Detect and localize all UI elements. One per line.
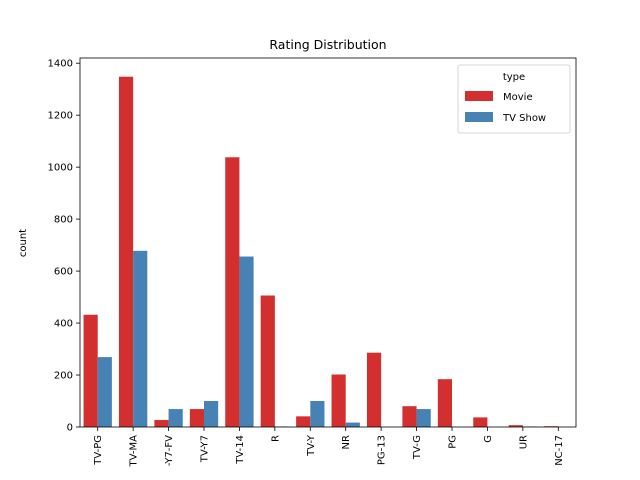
y-tick-label: 1000 (48, 163, 73, 174)
bar-movie-tv-g (402, 406, 417, 427)
bar-tv-show-tv-14 (239, 256, 254, 427)
y-axis-ticks: 0 200 400 600 800 1000 1200 1400 (48, 59, 80, 434)
bar-tv-show-tv-y (310, 401, 325, 427)
bar-movie-nr (331, 374, 346, 427)
x-tick-label: NR (341, 435, 352, 449)
bar-movie-r (260, 295, 275, 427)
x-tick-label: TV-Y (306, 434, 317, 457)
y-tick-label: 200 (54, 371, 73, 382)
bar-movie-tv-y (296, 416, 311, 427)
bar-tv-show-nr (345, 422, 360, 427)
bar-tv-show-tv-y7 (204, 401, 219, 427)
x-tick-label: G (483, 435, 494, 443)
y-tick-label: 1200 (48, 111, 73, 122)
legend-label-movie: Movie (503, 92, 533, 103)
x-tick-label: TV-MA (129, 435, 140, 468)
y-tick-label: 800 (54, 215, 73, 226)
bar-movie-tv-ma (118, 76, 134, 427)
legend-label-tv-show: TV Show (502, 113, 546, 124)
bar-movie-tv-14 (225, 157, 240, 428)
plot-frame (79, 57, 577, 428)
bars-layer (83, 76, 559, 428)
x-tick-label: R (270, 435, 281, 442)
bar-movie-ur (508, 425, 523, 427)
x-tick-label: TV-14 (235, 435, 246, 465)
legend: type Movie TV Show (457, 64, 571, 134)
y-tick-label: 0 (67, 423, 73, 434)
x-tick-label: TV-G (412, 435, 423, 460)
bar-tv-show-tv-pg (97, 357, 112, 427)
x-tick-label: PG (448, 435, 459, 449)
x-tick-label: TV-Y7 (200, 435, 211, 463)
x-axis-ticks: TV-PG TV-MA -Y7-FV TV-Y7 TV-14 R TV-Y NR PG-13 TV… (93, 427, 565, 467)
bar-tv-show-tv-ma (133, 250, 148, 427)
y-axis-label: count (18, 229, 29, 257)
bar-movie-tv-pg (83, 314, 98, 427)
x-tick-label: NC-17 (554, 435, 565, 466)
bar-movie-tv-y7 (189, 409, 204, 427)
bar-movie-g (473, 417, 488, 427)
bar-movie-pg (437, 379, 452, 427)
x-tick-label: UR (518, 435, 529, 449)
x-tick-label: PG-13 (377, 435, 388, 465)
chart-title: Rating Distribution (269, 37, 386, 52)
x-tick-label: TV-PG (93, 435, 104, 466)
y-tick-label: 400 (54, 319, 73, 330)
legend-swatch-movie (465, 91, 493, 101)
legend-items: Movie TV Show (465, 91, 546, 124)
x-tick-label: -Y7-FV (164, 435, 175, 466)
bar-movie-pg-13 (366, 352, 382, 427)
y-tick-label: 600 (54, 267, 73, 278)
bar-tv-show-tv-y7-fv (168, 409, 183, 427)
legend-swatch-tv-show (465, 112, 493, 122)
bar-tv-show-tv-g (416, 409, 431, 427)
bar-movie-tv-y7-fv (154, 419, 169, 427)
legend-title: type (503, 72, 525, 83)
y-tick-label: 1400 (48, 59, 73, 70)
